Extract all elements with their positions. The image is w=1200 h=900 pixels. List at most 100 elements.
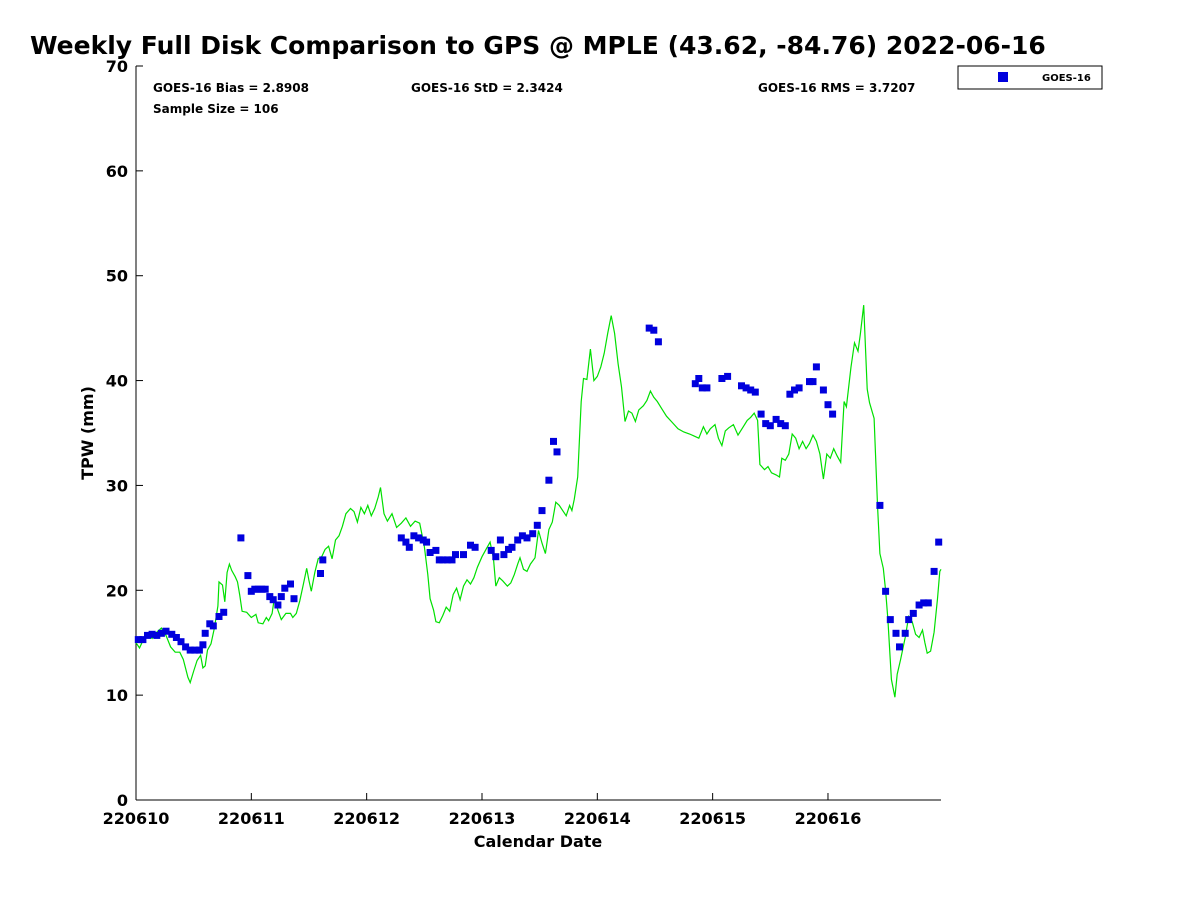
goes16-data-point <box>423 538 431 546</box>
goes16-data-point <box>443 556 451 564</box>
goes16-data-point <box>317 570 324 577</box>
goes16-data-point <box>738 382 745 390</box>
goes16-point-layer <box>134 324 943 654</box>
goes16-data-point <box>415 534 423 542</box>
goes16-data-point <box>538 507 546 515</box>
goes16-data-point <box>460 551 467 559</box>
goes16-data-point <box>405 543 413 551</box>
goes16-data-point <box>500 551 508 559</box>
goes16-data-point <box>496 536 504 544</box>
std-stat: GOES-16 StD = 2.3424 <box>411 81 563 95</box>
goes16-data-point <box>882 587 890 595</box>
legend: GOES-16 <box>957 65 1103 90</box>
goes16-data-point <box>508 543 516 551</box>
goes16-data-point <box>751 388 759 396</box>
x-tick-label: 220615 <box>679 809 746 828</box>
goes16-data-point <box>766 422 774 430</box>
goes16-data-point <box>695 375 703 382</box>
goes16-data-point <box>237 534 245 542</box>
x-tick-label: 220613 <box>449 809 516 828</box>
legend-box <box>957 65 1103 90</box>
goes16-data-point <box>824 401 832 409</box>
goes16-data-point <box>191 646 199 654</box>
goes16-data-point <box>533 521 541 529</box>
goes16-data-point <box>924 599 932 607</box>
goes16-data-point <box>905 616 913 624</box>
goes16-data-point <box>452 551 459 559</box>
rms-stat: GOES-16 RMS = 3.7207 <box>758 81 915 95</box>
goes16-data-point <box>901 629 909 637</box>
goes16-data-point <box>777 420 785 428</box>
legend-marker-goes16 <box>998 72 1008 82</box>
goes16-data-point <box>287 580 294 588</box>
x-tick-label: 220616 <box>795 809 862 828</box>
goes16-data-point <box>892 629 900 637</box>
y-tick-label: 70 <box>106 57 128 76</box>
goes16-data-point <box>162 627 170 635</box>
goes16-data-point <box>935 538 943 546</box>
goes16-data-point <box>518 532 526 540</box>
goes16-data-point <box>545 476 553 484</box>
goes16-data-point <box>274 601 282 609</box>
y-tick-label: 10 <box>106 686 128 705</box>
goes16-data-point <box>139 636 147 644</box>
x-tick-label: 220614 <box>564 809 631 828</box>
goes16-data-point <box>319 556 327 564</box>
goes16-data-point <box>650 326 658 334</box>
goes16-data-point <box>896 643 903 651</box>
goes16-data-point <box>195 646 203 654</box>
y-tick-label: 60 <box>106 162 128 181</box>
legend-label-goes16: GOES-16 <box>1042 73 1091 84</box>
goes16-data-point <box>410 532 418 540</box>
x-axis-label: Calendar Date <box>474 832 603 851</box>
plot-area: 0 10 20 30 40 50 60 70 220610 220611 220612 220613… <box>103 57 943 828</box>
goes16-data-point <box>698 384 706 392</box>
goes16-data-point <box>199 641 207 649</box>
goes16-data-point <box>829 410 837 418</box>
goes16-data-point <box>757 410 765 418</box>
goes16-data-point <box>148 630 156 638</box>
goes16-data-point <box>781 422 789 430</box>
goes16-data-point <box>290 595 298 603</box>
goes16-data-point <box>448 556 456 564</box>
goes16-data-point <box>269 596 277 604</box>
goes16-data-point <box>819 386 827 394</box>
goes16-data-point <box>930 567 938 575</box>
goes16-data-point <box>397 534 405 542</box>
goes16-data-point <box>762 420 770 428</box>
goes16-data-point <box>471 543 479 551</box>
goes16-data-point <box>157 629 165 637</box>
goes16-data-point <box>523 534 531 542</box>
goes16-data-point <box>718 375 726 382</box>
goes16-data-point <box>886 616 894 624</box>
goes16-data-point <box>812 363 820 371</box>
y-tick-label: 20 <box>106 581 128 600</box>
goes16-data-point <box>645 324 653 332</box>
goes16-data-point <box>487 546 495 554</box>
goes16-data-point <box>153 631 161 639</box>
goes16-data-point <box>281 584 289 592</box>
chart-title: Weekly Full Disk Comparison to GPS @ MPL… <box>30 31 1046 60</box>
goes16-data-point <box>654 338 662 346</box>
goes16-data-point <box>691 380 699 388</box>
goes16-data-point <box>426 549 434 556</box>
x-tick-label: 220611 <box>218 809 285 828</box>
goes16-data-point <box>144 631 151 639</box>
goes16-data-point <box>177 638 185 646</box>
goes16-data-point <box>909 609 917 617</box>
goes16-data-point <box>747 386 755 394</box>
y-axis-label: TPW (mm) <box>78 386 97 480</box>
goes16-data-point <box>791 386 798 394</box>
goes16-data-point <box>168 630 176 638</box>
goes16-data-point <box>920 599 928 607</box>
goes16-data-point <box>492 553 500 561</box>
goes16-data-point <box>915 601 923 609</box>
goes16-data-point <box>786 390 794 398</box>
sample-size-stat: Sample Size = 106 <box>153 102 279 116</box>
x-tick-label: 220610 <box>103 809 170 828</box>
goes16-data-point <box>182 643 190 651</box>
goes16-data-point <box>134 636 142 644</box>
goes16-data-point <box>220 608 228 616</box>
goes16-data-point <box>809 378 817 386</box>
